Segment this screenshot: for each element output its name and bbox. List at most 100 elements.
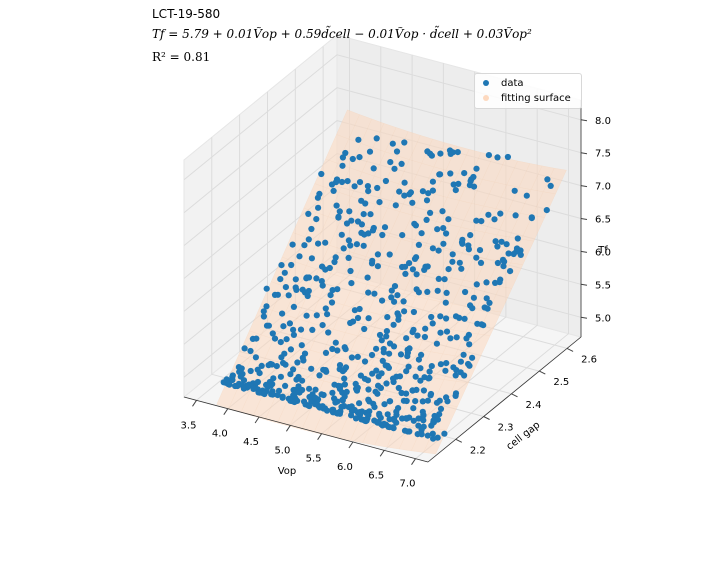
data-point: [420, 417, 427, 424]
data-point: [380, 349, 387, 356]
data-point: [420, 387, 427, 394]
data-point: [429, 245, 436, 252]
data-point: [503, 241, 510, 248]
data-point: [429, 430, 436, 437]
data-point: [424, 432, 431, 439]
z-tick-mark: [580, 119, 588, 122]
data-point: [417, 377, 424, 384]
data-point: [442, 299, 449, 306]
data-point: [347, 267, 354, 275]
data-point: [356, 409, 363, 416]
data-point: [318, 170, 325, 178]
data-point: [365, 230, 372, 237]
data-point: [271, 291, 279, 298]
data-point: [492, 238, 499, 245]
data-point: [404, 428, 411, 435]
data-point: [452, 392, 459, 399]
data-point: [352, 415, 360, 422]
data-point: [498, 238, 505, 245]
data-point: [332, 339, 339, 346]
data-point: [504, 153, 511, 161]
data-point: [324, 311, 331, 318]
data-point: [461, 315, 468, 322]
data-point: [373, 345, 380, 352]
data-point: [303, 274, 310, 281]
data-point: [289, 241, 296, 248]
data-point: [512, 212, 519, 219]
legend-label-surface: fitting surface: [501, 92, 571, 104]
data-point: [383, 328, 390, 335]
r-squared-label: R² = 0.81: [152, 50, 211, 64]
data-point: [396, 373, 404, 380]
data-point: [324, 407, 331, 414]
x-axis-line: [183, 396, 429, 463]
data-point: [410, 417, 417, 424]
data-point: [316, 190, 323, 197]
tick-labels: 3.5 4.0 4.5 5.0 5.5 6.0 6.5 7.0 2.2 2.3 2.4 2.5 2.6 5…: [181, 116, 611, 490]
data-point: [292, 276, 299, 283]
data-point: [491, 216, 498, 223]
data-point: [450, 181, 457, 188]
data-point: [376, 199, 383, 206]
data-point: [447, 170, 454, 177]
data-point: [391, 165, 398, 172]
x-tick-mark: [285, 425, 291, 432]
data-point: [290, 366, 297, 373]
data-point: [402, 263, 409, 270]
data-point: [441, 430, 448, 437]
data-point: [425, 190, 432, 197]
data-point: [329, 345, 336, 353]
data-point: [497, 210, 504, 217]
legend-item-data: data: [483, 76, 524, 90]
data-point: [290, 326, 297, 333]
data-point: [419, 188, 426, 195]
data-point: [390, 378, 397, 386]
data-point: [319, 282, 326, 289]
data-point: [441, 276, 448, 283]
data-point: [334, 347, 341, 354]
data-point: [466, 341, 473, 348]
data-point: [306, 402, 313, 410]
data-point: [356, 305, 363, 313]
data-point: [437, 329, 444, 336]
data-point: [415, 415, 422, 422]
data-point: [445, 216, 452, 223]
data-point: [385, 364, 392, 371]
data-point: [463, 335, 470, 342]
data-point: [430, 419, 437, 426]
data-point: [477, 259, 485, 266]
data-point: [386, 416, 393, 423]
data-point: [369, 227, 377, 234]
data-point: [428, 363, 435, 370]
z-tick-mark: [580, 152, 588, 155]
data-point: [435, 247, 442, 254]
data-point: [402, 270, 409, 277]
data-point: [347, 242, 354, 249]
data-point: [507, 268, 514, 275]
z-tick-mark: [580, 218, 588, 220]
data-point: [415, 422, 422, 429]
data-point: [282, 284, 289, 291]
x-tick-mark: [348, 441, 354, 449]
data-point: [288, 261, 295, 269]
x-tick-mark: [317, 433, 323, 440]
data-point: [429, 178, 436, 185]
data-point: [513, 245, 521, 252]
data-point: [268, 391, 275, 398]
data-point: [388, 287, 395, 294]
data-point: [413, 271, 420, 278]
data-point: [455, 180, 462, 187]
data-point: [280, 359, 287, 367]
data-point: [459, 236, 466, 243]
data-point: [319, 403, 326, 410]
data-point: [387, 159, 394, 166]
data-point: [406, 260, 413, 267]
data-point: [374, 390, 381, 397]
data-point: [339, 397, 346, 404]
data-point: [381, 224, 389, 231]
data-point: [346, 208, 353, 215]
data-point: [392, 202, 399, 209]
data-point: [396, 188, 403, 195]
data-point: [330, 187, 337, 194]
data-point: [265, 322, 272, 329]
